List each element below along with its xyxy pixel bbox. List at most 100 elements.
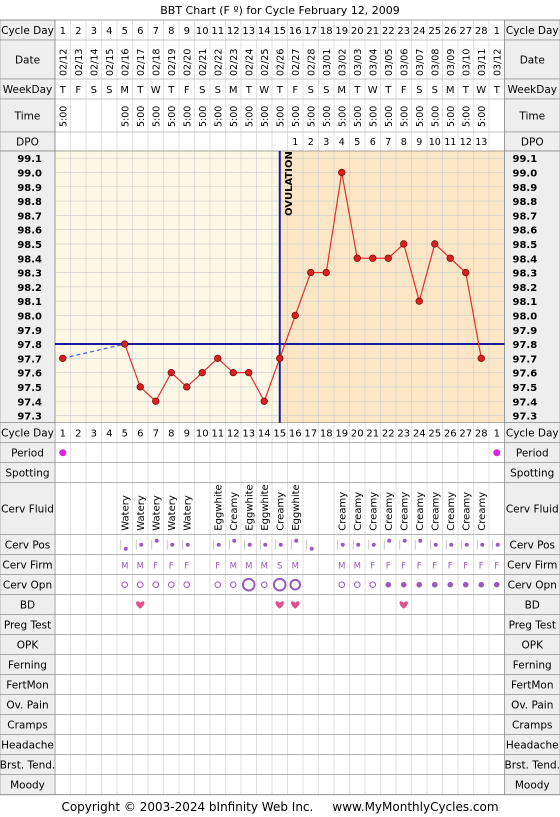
date-label: 02/14 [89, 49, 100, 76]
obs-spotting-label-right: Spotting [510, 468, 554, 480]
weekday-label: M [446, 85, 455, 96]
cerv-fluid-label: Creamy [462, 492, 473, 531]
temperature-segment [465, 272, 482, 359]
temperature-point [167, 369, 175, 377]
dpo-label-right: DPO [521, 137, 544, 149]
cerv-opn-closed-icon [385, 581, 392, 588]
dpo-label: 4 [339, 137, 345, 148]
date-label: 02/24 [244, 49, 255, 76]
time-label: 5:00 [244, 106, 255, 127]
cycle-day-label: 3 [91, 26, 97, 37]
cerv-pos-dot [356, 542, 361, 547]
cerv-firm-label: F [370, 562, 375, 572]
y-tick-label-right: 98.9 [513, 183, 538, 194]
weekday-label: M [229, 85, 238, 96]
y-tick-label-right: 97.7 [513, 354, 538, 365]
cycle-day-label-bottom: 11 [211, 429, 224, 440]
date-label: 03/04 [368, 49, 379, 76]
time-label: 5:00 [291, 106, 302, 127]
date-right-cell [504, 39, 560, 80]
obs-cerv-opn-label-right: Cerv Opn [508, 580, 557, 592]
obs-spotting-label-left: Spotting [5, 468, 49, 480]
temperature-point [462, 268, 470, 277]
y-tick-label-right: 97.6 [513, 369, 538, 380]
obs-cerv-opn-label-left: Cerv Opn [3, 580, 52, 592]
cycle-day-label-bottom: 7 [153, 429, 159, 440]
temperature-point [415, 297, 423, 305]
cycle-day-label-bottom: 10 [196, 429, 209, 440]
cerv-opn-open-icon [289, 578, 302, 591]
obs-moody-label-left: Moody [10, 780, 45, 792]
temperature-segment [279, 315, 296, 359]
cerv-fluid-label: Creamy [431, 492, 442, 531]
y-tick-label-left: 99.1 [17, 154, 42, 165]
cycle-day-label: 28 [475, 26, 488, 37]
cerv-fluid-label: Creamy [353, 492, 364, 531]
cycle-day-label: 7 [153, 26, 159, 37]
obs-cerv-firm-label-right: Cerv Firm [507, 560, 557, 572]
dpo-label: 7 [385, 137, 391, 148]
y-tick-label-left: 99.0 [17, 168, 42, 179]
weekday-label: M [337, 85, 346, 96]
cerv-pos-dot [170, 542, 175, 547]
cerv-firm-label: F [448, 562, 453, 572]
cerv-pos-dot [418, 538, 423, 543]
cerv-fluid-label: Eggwhite [245, 484, 256, 530]
time-left-cell [0, 98, 56, 133]
time-label: 5:00 [182, 106, 193, 127]
y-tick-label-left: 98.9 [17, 183, 42, 194]
cycle-day-label: 5 [122, 26, 128, 37]
weekday-label: S [416, 85, 422, 96]
weekday-label: T [353, 85, 361, 96]
dpo-label: 12 [460, 137, 472, 148]
y-tick-label-right: 97.4 [513, 397, 538, 408]
weekday-label: T [276, 85, 284, 96]
bd-heart-icon [399, 601, 408, 609]
date-label: 03/07 [415, 49, 426, 76]
dpo-label-left: DPO [16, 137, 39, 149]
cerv-opn-open-icon [214, 581, 222, 589]
cycle-day-label-bottom: 1 [60, 429, 66, 440]
cycle-day-label-bottom: 20 [351, 429, 364, 440]
cerv-pos-dot [139, 542, 144, 547]
cerv-fluid-label: Creamy [229, 492, 240, 531]
cerv-fluid-label: Creamy [446, 492, 457, 531]
y-tick-label-right: 99.1 [513, 154, 538, 165]
date-label-right: Date [520, 55, 545, 67]
date-label: 02/25 [260, 49, 271, 76]
cycle-day-label-bottom: 18 [320, 429, 333, 440]
obs-cerv-firm-label-left: Cerv Firm [2, 560, 52, 572]
temperature-point [276, 354, 284, 363]
obs-preg-test-label-left: Preg Test [4, 620, 51, 632]
cerv-fluid-label: Watery [121, 495, 132, 531]
cerv-pos-dot [185, 542, 190, 547]
date-label: 02/17 [136, 49, 147, 76]
cycle-day-label: 8 [168, 26, 174, 37]
temperature-segment [263, 358, 281, 402]
date-label: 02/26 [275, 49, 286, 76]
temperature-segment [155, 372, 172, 402]
time-label: 5:00 [384, 106, 395, 127]
weekday-label: W [151, 85, 161, 96]
obs-cerv-pos-label-right: Cerv Pos [509, 540, 555, 552]
cycle-day-label-bottom: 14 [258, 429, 271, 440]
y-tick-label-left: 97.6 [17, 369, 42, 380]
obs-brst-tend--label-left: Brst. Tend. [0, 760, 55, 772]
cerv-pos-dot [216, 542, 221, 547]
temperature-point [152, 397, 160, 405]
obs-brst-tend--label-right: Brst. Tend. [504, 760, 560, 772]
cerv-pos-dot [340, 542, 345, 547]
cerv-opn-open-icon [152, 581, 160, 589]
cycle-day-label: 23 [397, 26, 410, 37]
y-tick-label-left: 98.8 [17, 197, 42, 208]
y-tick-label-right: 98.4 [513, 254, 538, 265]
weekday-label: W [259, 85, 269, 96]
y-tick-label-left: 97.3 [17, 412, 42, 423]
cycle-day-bottom-label-right: Cycle Day [506, 428, 559, 440]
obs-headache-label-right: Headache [506, 740, 559, 752]
cycle-day-label-bottom: 9 [184, 429, 190, 440]
cerv-fluid-label: Creamy [338, 492, 349, 531]
date-label-left: Date [15, 55, 40, 67]
cerv-opn-closed-icon [478, 581, 485, 588]
